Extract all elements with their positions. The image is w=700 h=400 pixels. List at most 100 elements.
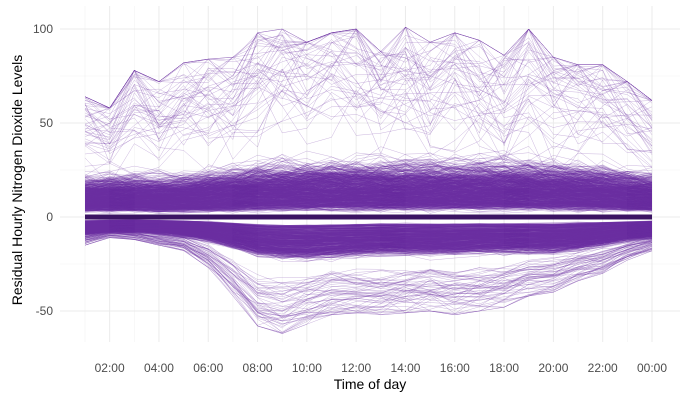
series-line <box>84 166 653 201</box>
series-line <box>84 228 653 249</box>
series-line <box>84 184 653 206</box>
series-line <box>84 220 653 228</box>
series-line <box>84 223 653 242</box>
series-line <box>84 192 653 209</box>
series-line <box>84 162 653 195</box>
series-line <box>84 171 653 204</box>
series-line <box>84 224 653 245</box>
series-line <box>84 198 653 210</box>
series-line <box>84 229 653 254</box>
series-line <box>84 196 653 208</box>
series-line <box>84 164 653 193</box>
series-line <box>84 227 653 245</box>
series-line <box>84 176 653 205</box>
series-line <box>84 163 653 192</box>
series-line <box>84 219 653 227</box>
series-line <box>84 28 653 131</box>
series-line <box>84 166 653 201</box>
series-line <box>84 226 653 252</box>
series-line <box>84 168 653 192</box>
series-line <box>84 227 653 250</box>
series-line <box>84 220 653 227</box>
series-line <box>84 167 653 201</box>
series-line <box>84 227 653 248</box>
series-line <box>84 176 653 199</box>
series-line <box>84 177 653 204</box>
series-line <box>84 188 653 205</box>
series-line <box>84 159 653 191</box>
series-line <box>84 183 653 206</box>
series-line <box>84 219 653 231</box>
series-line <box>84 226 653 247</box>
series-line <box>84 222 653 233</box>
series-line <box>84 178 653 200</box>
series-line <box>84 222 653 235</box>
series-line <box>84 179 653 206</box>
series-line <box>84 190 653 206</box>
series-line <box>84 224 653 242</box>
series-line <box>84 200 653 211</box>
x-tick-label: 06:00 <box>193 361 223 375</box>
series-line <box>84 220 652 233</box>
series-line <box>84 220 653 231</box>
series-line <box>84 232 653 303</box>
series-line <box>84 220 653 229</box>
series-line <box>84 227 653 246</box>
series-line <box>85 220 652 227</box>
y-tick-label: -50 <box>36 304 54 318</box>
series-line <box>84 231 653 253</box>
series-line <box>84 226 653 240</box>
series-line <box>85 225 653 244</box>
series-line <box>84 228 653 248</box>
series-line <box>84 176 653 201</box>
series-line <box>85 185 653 208</box>
series-line <box>84 170 653 210</box>
series-line <box>84 202 653 213</box>
series-line <box>84 224 653 244</box>
series-line <box>84 219 653 227</box>
series-line <box>84 220 653 226</box>
series-line <box>84 226 653 242</box>
series-line <box>84 190 653 211</box>
series-line <box>84 222 653 235</box>
series-line <box>84 198 653 211</box>
series-line <box>84 227 653 250</box>
series-line <box>84 223 653 235</box>
series-line <box>84 226 653 254</box>
series-line <box>84 165 653 199</box>
series-line <box>84 198 653 214</box>
series-line <box>84 230 653 254</box>
series-line <box>84 192 653 209</box>
series-line <box>84 179 653 198</box>
series-line <box>84 159 653 204</box>
series-line <box>84 223 653 234</box>
series-line <box>84 180 653 206</box>
series-line <box>84 172 653 199</box>
series-line <box>84 186 653 208</box>
series-line <box>84 186 653 200</box>
series-line <box>84 190 653 208</box>
series-line <box>84 187 653 206</box>
series-line <box>84 228 653 251</box>
series-line <box>84 230 653 258</box>
series-line <box>84 231 653 255</box>
series-line <box>84 165 653 192</box>
series-line <box>84 222 653 239</box>
series-line <box>84 226 653 248</box>
series-line <box>84 230 653 253</box>
series-line <box>84 228 653 249</box>
series-line <box>84 87 653 167</box>
series-line <box>84 225 653 244</box>
series-line <box>84 197 653 210</box>
series-line <box>84 198 653 210</box>
series-line <box>84 233 653 322</box>
series-line <box>84 174 653 205</box>
series-line <box>84 237 653 333</box>
series-line <box>84 193 653 206</box>
series-line <box>84 185 653 203</box>
series-line <box>84 204 653 214</box>
x-tick-label: 16:00 <box>440 361 470 375</box>
series-line <box>84 154 653 199</box>
series-line <box>84 63 653 147</box>
series-line <box>84 225 653 244</box>
